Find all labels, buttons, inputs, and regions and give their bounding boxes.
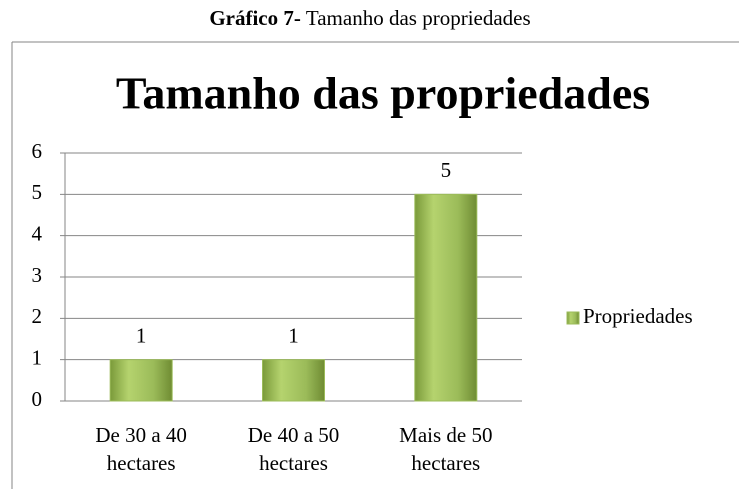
y-tick-label: 2 <box>32 304 43 328</box>
x-tick-label: De 30 a 40 hectares <box>95 423 187 475</box>
data-label: 5 <box>441 158 452 182</box>
bar <box>262 359 325 402</box>
y-tick-label: 3 <box>32 263 43 287</box>
caption-text: Tamanho das propriedades <box>306 6 531 30</box>
y-tick-label: 0 <box>32 387 43 411</box>
legend-label: Propriedades <box>583 304 693 328</box>
y-tick-label: 5 <box>32 180 43 204</box>
y-tick-label: 6 <box>32 139 43 163</box>
bar <box>414 193 478 402</box>
legend-swatch <box>566 311 580 325</box>
y-tick-label: 1 <box>32 345 43 369</box>
y-tick-label: 4 <box>32 221 43 245</box>
bar <box>109 359 173 402</box>
caption: Gráfico 7- Tamanho das propriedades <box>209 6 530 30</box>
data-label: 1 <box>136 323 147 347</box>
x-tick-label: Mais de 50 hectares <box>399 423 492 475</box>
data-label: 1 <box>288 323 299 347</box>
caption-label: Gráfico 7- <box>209 6 301 30</box>
chart-title: Tamanho das propriedades <box>116 68 650 119</box>
x-tick-label: De 40 a 50 hectares <box>248 423 340 475</box>
